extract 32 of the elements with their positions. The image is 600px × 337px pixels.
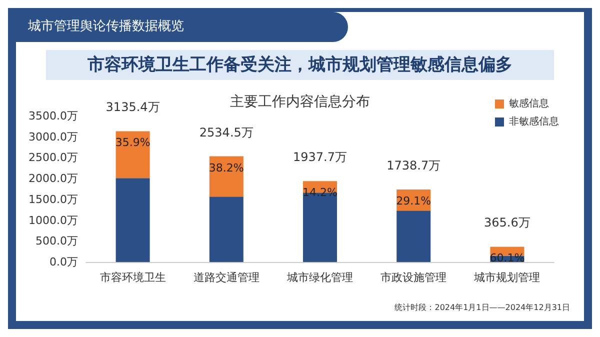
x-tick-label: 道路交通管理	[193, 271, 260, 284]
y-tick-label: 500.0万	[36, 234, 78, 248]
x-tick-label: 城市绿化管理	[286, 271, 353, 284]
chart-subtitle: 主要工作内容信息分布	[230, 94, 370, 110]
annotation: 35.9%	[115, 136, 150, 150]
legend-label: 非敏感信息	[509, 116, 559, 128]
total-label: 365.6万	[484, 216, 530, 230]
bar	[396, 210, 431, 262]
total-label: 1937.7万	[293, 150, 347, 164]
annotation: 38.2%	[208, 161, 244, 174]
annotation: 60.1%	[490, 252, 525, 265]
bar	[116, 131, 150, 178]
chart-title: 市容环境卫生工作备受关注，城市规划管理敏感信息偏多	[46, 50, 554, 80]
y-tick-label: 2000.0万	[28, 172, 78, 186]
y-tick-label: 1500.0万	[28, 192, 78, 206]
legend-label: 敏感信息	[509, 98, 549, 110]
x-tick-label: 城市规划管理	[473, 271, 540, 284]
x-tick-label: 市容环境卫生	[100, 271, 166, 284]
y-tick-label: 3000.0万	[28, 130, 78, 144]
total-label: 3135.4万	[106, 100, 160, 114]
total-label: 1738.7万	[386, 158, 441, 172]
bar	[116, 178, 150, 262]
y-tick-label: 1000.0万	[28, 214, 78, 227]
text: 城市管理舆论传播数据概览	[8, 12, 348, 42]
bar	[209, 196, 244, 262]
y-tick-label: 3500.0万	[28, 110, 78, 122]
y-tick-label: 0.0万	[50, 256, 78, 268]
text: 统计时段：2024年1月1日——2024年12月31日	[394, 302, 570, 313]
total-label: 2534.5万	[199, 125, 254, 140]
annotation: 29.1%	[396, 194, 432, 208]
x-tick-label: 市政设施管理	[380, 271, 447, 284]
y-tick-label: 2500.0万	[28, 151, 78, 164]
